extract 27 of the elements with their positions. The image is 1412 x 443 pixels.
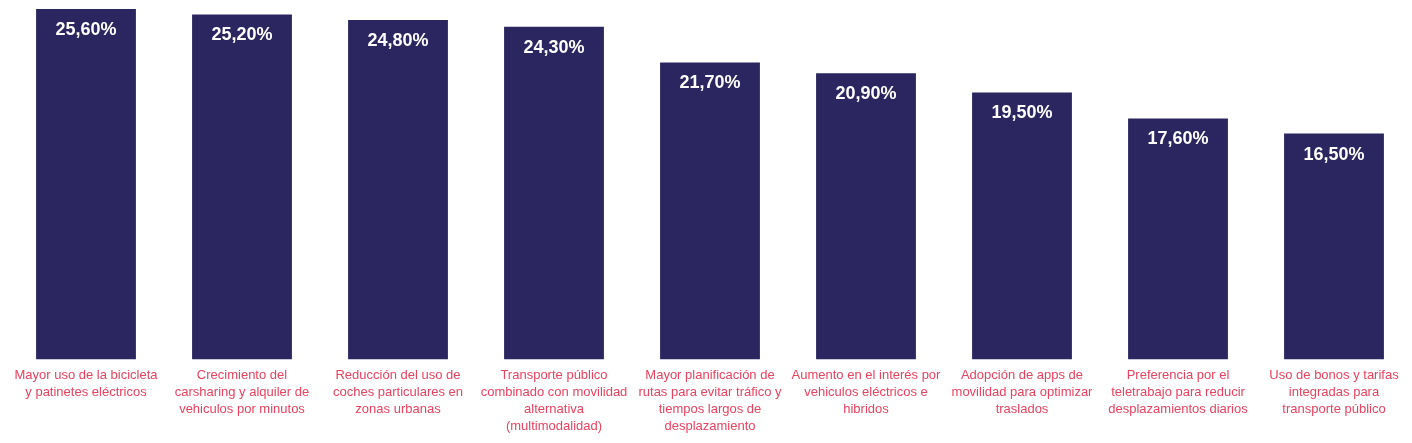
x-tick-label: Preferencia por el teletrabajo para reducir desplazamientos diarios: [1108, 367, 1249, 417]
x-tick-label: Uso de bonos y tarifas integradas para transporte público: [1269, 367, 1400, 417]
bar: [348, 19, 448, 360]
x-tick-label: Mayor planificación de rutas para evitar tráfico y tiempos largos de desplazamiento: [638, 367, 783, 434]
bar: [36, 9, 136, 360]
x-tick-label: Mayor uso de la bicicleta y patinetes eléctricos: [14, 367, 159, 400]
data-label: 25,60%: [55, 18, 117, 39]
x-tick-label: Crecimiento del carsharing y alquiler de vehiculos por minutos: [174, 367, 310, 417]
bar: [816, 73, 916, 360]
x-tick-label: Aumento en el interés por vehiculos eléctricos e hibridos: [791, 367, 942, 417]
x-tick-label: Reducción del uso de coches particulares en zonas urbanas: [332, 367, 464, 417]
data-label: 16,50%: [1303, 143, 1365, 164]
data-label: 20,90%: [835, 83, 897, 104]
data-label: 25,20%: [211, 24, 273, 45]
data-label: 21,70%: [679, 72, 741, 93]
x-tick-label: Transporte público combinado con movilidad alternativa (multimodalidad): [480, 367, 628, 434]
data-label: 24,30%: [523, 36, 585, 57]
bar: [192, 14, 292, 360]
data-label: 19,50%: [991, 102, 1053, 123]
bar: [1284, 133, 1384, 360]
bar: [660, 62, 760, 360]
bar: [972, 92, 1072, 360]
data-label: 17,60%: [1147, 128, 1209, 149]
bar: [1128, 118, 1228, 360]
data-label: 24,80%: [367, 29, 429, 50]
bar: [504, 26, 604, 360]
x-tick-label: Adopción de apps de movilidad para optimizar traslados: [951, 367, 1094, 417]
